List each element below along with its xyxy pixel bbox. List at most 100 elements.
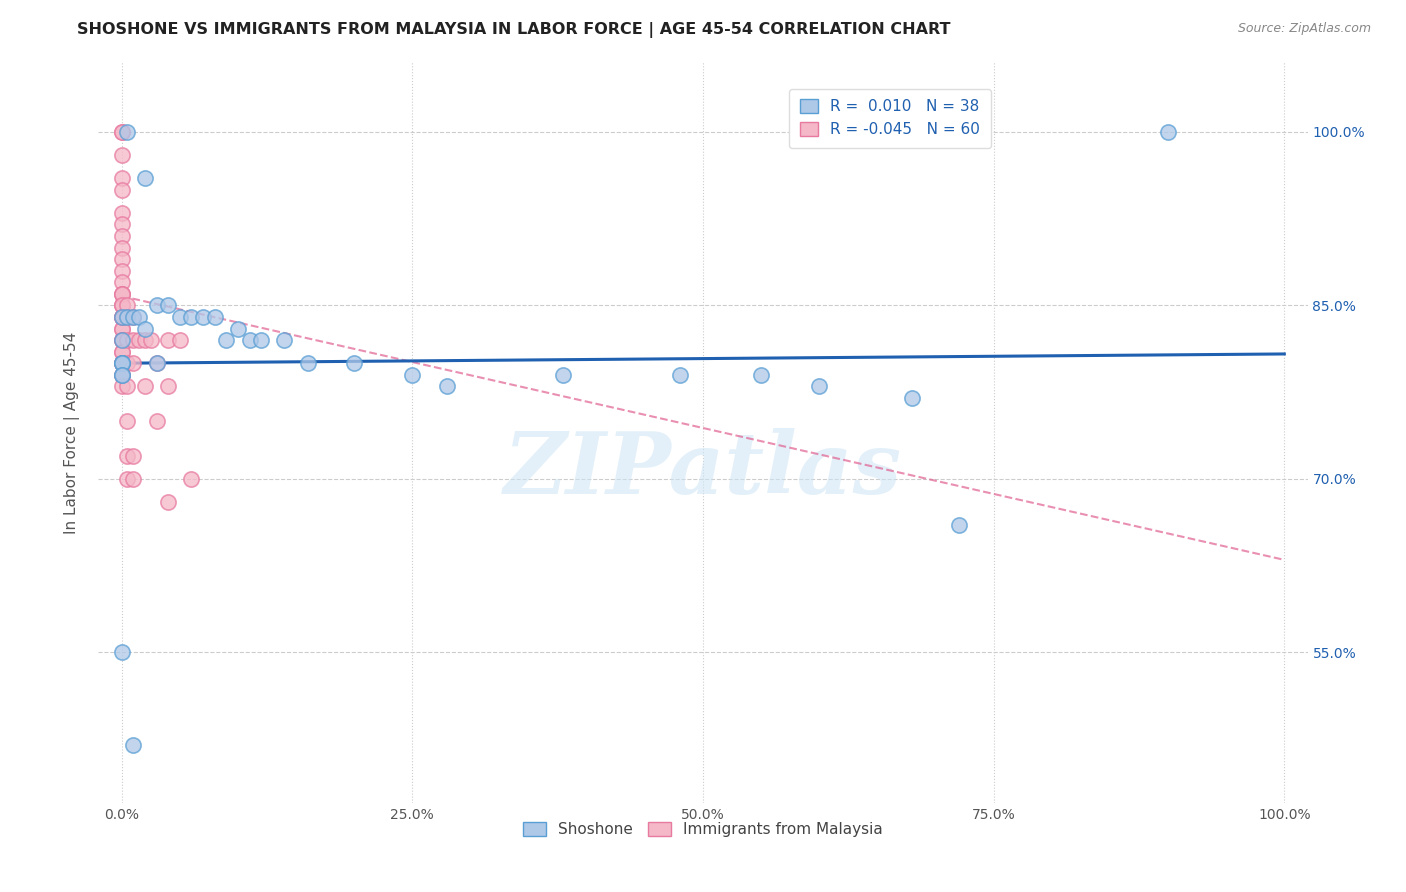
Point (139, 333, 162, 347)
Point (122, 738, 145, 752)
Point (111, 310, 134, 324)
Point (111, 368, 134, 382)
Point (145, 414, 167, 428)
Point (297, 356, 319, 370)
Point (111, 206, 134, 220)
Point (134, 379, 156, 393)
Point (111, 344, 134, 359)
Point (157, 379, 180, 393)
Point (111, 298, 134, 312)
Point (111, 263, 134, 277)
Point (122, 472, 145, 486)
Point (145, 356, 167, 370)
Point (111, 368, 134, 382)
Point (117, 414, 139, 428)
Legend: Shoshone, Immigrants from Malaysia: Shoshone, Immigrants from Malaysia (517, 816, 889, 843)
Point (111, 218, 134, 232)
Point (111, 310, 134, 324)
Point (111, 252, 134, 266)
Point (111, 183, 134, 197)
Point (668, 368, 690, 382)
Point (111, 310, 134, 324)
Point (111, 356, 134, 370)
Point (111, 286, 134, 301)
Point (749, 368, 772, 382)
Point (134, 333, 156, 347)
Point (401, 368, 423, 382)
Point (343, 356, 366, 370)
Point (145, 298, 167, 312)
Point (901, 391, 924, 405)
Point (117, 310, 139, 324)
Point (111, 321, 134, 335)
Point (117, 333, 139, 347)
Point (111, 356, 134, 370)
Point (117, 449, 139, 463)
Point (111, 240, 134, 254)
Point (111, 275, 134, 289)
Point (948, 518, 970, 533)
Point (122, 333, 145, 347)
Point (111, 286, 134, 301)
Point (122, 310, 145, 324)
Point (117, 310, 139, 324)
Point (111, 310, 134, 324)
Point (111, 368, 134, 382)
Point (169, 310, 191, 324)
Point (134, 171, 156, 186)
Point (111, 356, 134, 370)
Point (111, 125, 134, 139)
Point (111, 125, 134, 139)
Point (111, 321, 134, 335)
Point (111, 344, 134, 359)
Point (239, 333, 262, 347)
Point (169, 333, 191, 347)
Point (273, 333, 295, 347)
Point (117, 298, 139, 312)
Point (117, 356, 139, 370)
Point (180, 310, 202, 324)
Point (111, 645, 134, 659)
Point (111, 333, 134, 347)
Point (128, 310, 150, 324)
Point (111, 333, 134, 347)
Point (111, 356, 134, 370)
Point (226, 321, 249, 335)
Point (111, 333, 134, 347)
Point (215, 333, 238, 347)
Point (134, 321, 156, 335)
Point (111, 379, 134, 393)
Point (808, 379, 831, 393)
Point (111, 356, 134, 370)
Y-axis label: In Labor Force | Age 45-54: In Labor Force | Age 45-54 (63, 332, 80, 533)
Point (250, 333, 273, 347)
Point (128, 333, 150, 347)
Point (436, 379, 458, 393)
Point (111, 229, 134, 244)
Point (117, 472, 139, 486)
Point (157, 495, 180, 509)
Point (111, 310, 134, 324)
Point (117, 379, 139, 393)
Point (111, 333, 134, 347)
Point (111, 368, 134, 382)
Text: Source: ZipAtlas.com: Source: ZipAtlas.com (1237, 22, 1371, 36)
Point (145, 356, 167, 370)
Point (111, 171, 134, 186)
Point (111, 286, 134, 301)
Point (111, 298, 134, 312)
Point (553, 368, 575, 382)
Point (122, 449, 145, 463)
Point (111, 148, 134, 162)
Point (111, 356, 134, 370)
Point (111, 298, 134, 312)
Point (180, 472, 202, 486)
Text: ZIPatlas: ZIPatlas (503, 428, 903, 511)
Point (204, 310, 226, 324)
Point (157, 333, 180, 347)
Point (191, 310, 214, 324)
Point (1157, 125, 1180, 139)
Point (122, 356, 145, 370)
Point (117, 125, 139, 139)
Point (111, 356, 134, 370)
